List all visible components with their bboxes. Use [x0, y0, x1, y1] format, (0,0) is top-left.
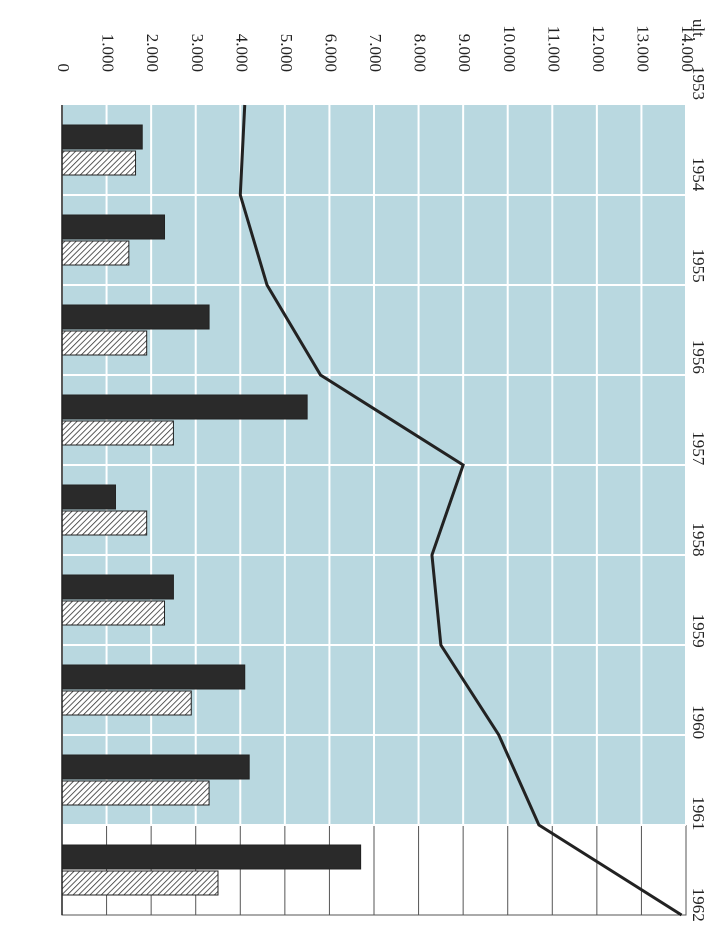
- y-tick-label: 1962: [689, 888, 708, 922]
- bar: [61, 870, 219, 896]
- y-tick-label: 1958: [689, 523, 708, 557]
- x-tick-label: 5.000: [277, 34, 296, 72]
- x-tick-label: 14.000: [678, 25, 697, 72]
- y-tick-label: 1961: [689, 796, 708, 830]
- x-tick-label: 2.000: [143, 34, 162, 72]
- x-tick-label: 9.000: [455, 34, 474, 72]
- x-tick-label: 13.000: [634, 25, 653, 72]
- bar: [61, 484, 116, 510]
- category-prefix: ult.: [689, 19, 708, 41]
- bar: [61, 240, 130, 266]
- y-tick-label: 1957: [689, 431, 708, 466]
- y-tick-label: 1959: [689, 614, 708, 648]
- bar: [61, 394, 308, 420]
- x-tick-label: 0: [54, 64, 73, 73]
- y-tick-label: 1956: [689, 340, 708, 374]
- bar: [61, 690, 192, 716]
- bar: [61, 214, 166, 240]
- bar: [61, 304, 210, 330]
- x-tick-label: 8.000: [411, 34, 430, 72]
- bar: [61, 600, 166, 626]
- y-tick-label: 1955: [689, 249, 708, 283]
- y-tick-label: 1960: [689, 705, 708, 739]
- bar: [61, 124, 143, 150]
- bar: [61, 510, 148, 536]
- bar: [61, 780, 210, 806]
- bar: [61, 664, 246, 690]
- x-tick-label: 6.000: [322, 34, 341, 72]
- x-tick-label: 4.000: [232, 34, 251, 72]
- bar: [61, 420, 174, 446]
- bar: [61, 844, 362, 870]
- x-tick-label: 3.000: [188, 34, 207, 72]
- x-tick-label: 11.000: [544, 26, 563, 72]
- x-tick-label: 1.000: [99, 34, 118, 72]
- x-tick-label: 10.000: [500, 25, 519, 72]
- line: [238, 104, 683, 917]
- bar: [61, 330, 148, 356]
- bar: [61, 574, 174, 600]
- x-tick-label: 7.000: [366, 34, 385, 72]
- x-tick-label: 12.000: [589, 25, 608, 72]
- bar: [61, 150, 137, 176]
- y-tick-label: 1954: [689, 157, 708, 192]
- bar: [61, 754, 250, 780]
- y-tick-label: 1953: [689, 66, 708, 100]
